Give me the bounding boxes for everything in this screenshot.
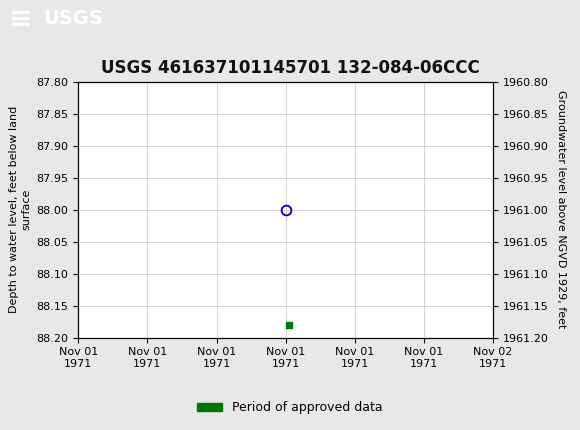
Y-axis label: Groundwater level above NGVD 1929, feet: Groundwater level above NGVD 1929, feet [556,90,566,329]
Text: USGS 461637101145701 132-084-06CCC: USGS 461637101145701 132-084-06CCC [100,59,480,77]
Text: ≡: ≡ [9,5,32,33]
Legend: Period of approved data: Period of approved data [192,396,388,419]
Y-axis label: Depth to water level, feet below land
surface: Depth to water level, feet below land su… [9,106,31,313]
Text: USGS: USGS [44,9,103,28]
